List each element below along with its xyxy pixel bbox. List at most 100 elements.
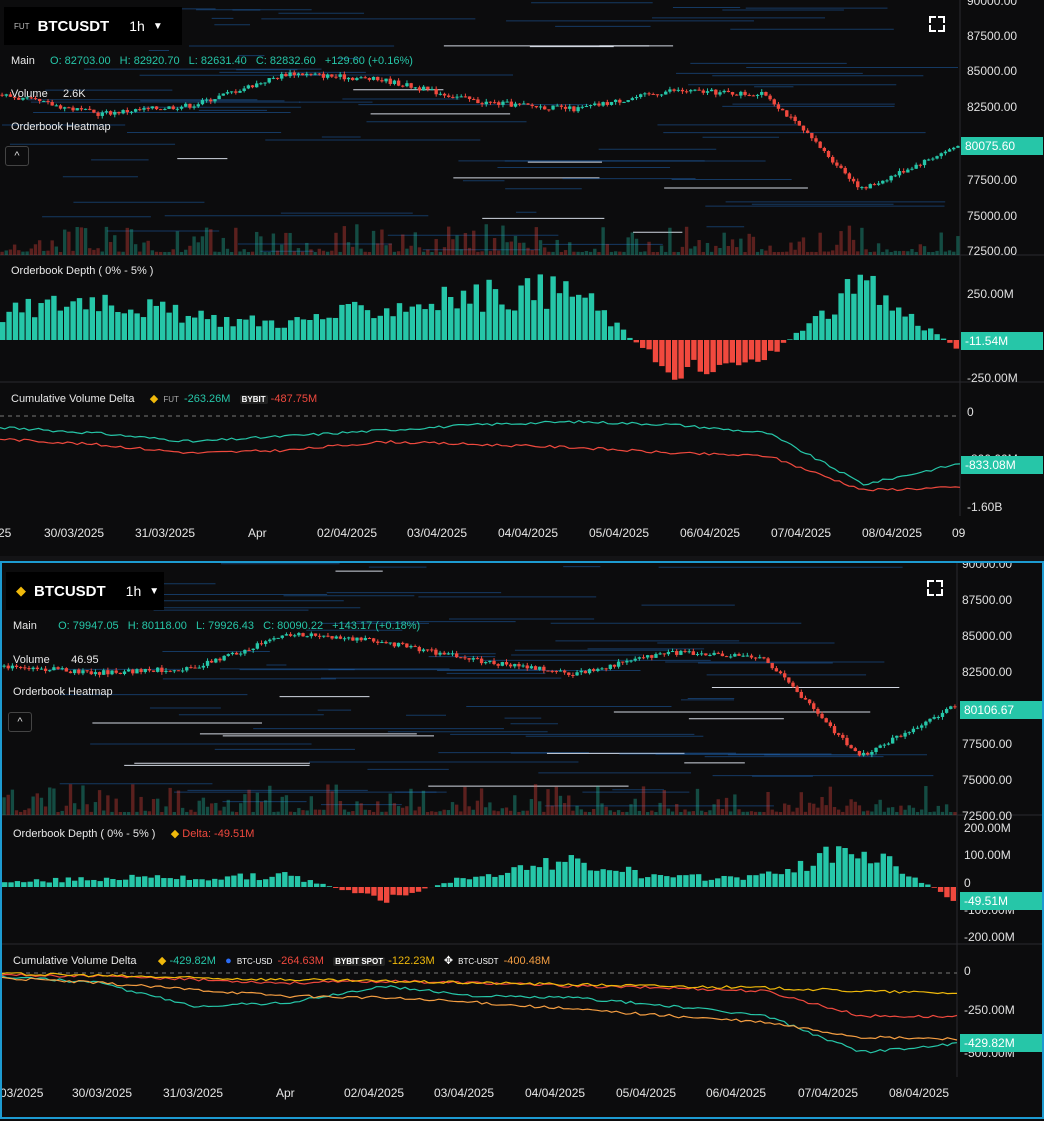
volume-bar [579, 809, 583, 815]
candle-body [33, 98, 38, 100]
candle-body [284, 73, 288, 77]
volume-bar [455, 235, 459, 255]
volume-bar [745, 811, 749, 815]
depth-bar [256, 326, 262, 340]
candle-body [907, 732, 911, 734]
symbol-selector[interactable]: ◆ BTCUSDT 1h ▼ [6, 572, 164, 610]
candle-body [538, 666, 542, 670]
candle-body [347, 637, 351, 639]
volume-bar [928, 811, 932, 815]
depth-bar [409, 306, 415, 340]
volume-bar [380, 811, 384, 815]
volume-bar [467, 806, 471, 815]
depth-bar [147, 299, 153, 340]
symbol-selector[interactable]: FUT BTCUSDT 1h ▼ [4, 7, 182, 45]
candle-body [305, 636, 309, 638]
close-value: C: 80090.22 [263, 620, 324, 632]
candle-body [438, 652, 442, 655]
volume-bar [451, 239, 455, 255]
volume-bar [637, 810, 642, 815]
depth-bar [25, 298, 31, 340]
volume-bar [309, 796, 314, 815]
depth-bar [307, 880, 313, 887]
volume-bar [92, 249, 96, 255]
volume-bar [935, 250, 939, 255]
candle-body [300, 73, 305, 76]
volume-bar [164, 806, 168, 815]
depth-bar [761, 340, 767, 361]
volume-bar [122, 811, 127, 815]
candle-body [309, 73, 313, 75]
volume-bar [621, 811, 625, 815]
price-axis-label: 77500.00 [967, 173, 1018, 187]
candle-body [10, 665, 15, 669]
depth-bar [339, 887, 345, 891]
heatmap-label: Orderbook Heatmap [13, 686, 113, 698]
volume-bar [814, 251, 818, 255]
date-label: 03/04/2025 [407, 526, 468, 540]
volume-bar [313, 809, 318, 815]
candle-body [242, 88, 246, 92]
candle-body [309, 633, 314, 637]
candle-body [689, 90, 693, 92]
depth-bar [415, 887, 422, 892]
depth-bar [313, 883, 320, 887]
candle-body [918, 164, 923, 166]
depth-bar [619, 871, 625, 887]
candle-body [521, 665, 525, 667]
candle-body [645, 655, 650, 658]
fullscreen-icon[interactable] [929, 16, 945, 32]
candle-body [442, 93, 447, 96]
candle-body [722, 90, 726, 93]
depth-bar [217, 326, 223, 340]
volume-bar [129, 229, 134, 255]
collapse-button[interactable]: ^ [8, 712, 32, 732]
candle-body [272, 638, 276, 640]
depth-bar [601, 310, 607, 340]
collapse-button[interactable]: ^ [5, 146, 29, 166]
candle-body [25, 97, 29, 99]
fullscreen-icon[interactable] [927, 580, 943, 596]
volume-bar [334, 784, 338, 815]
candle-body [251, 648, 255, 651]
volume-bar [467, 247, 472, 255]
depth-bar [102, 294, 108, 340]
volume-bar [48, 787, 52, 815]
candle-body [576, 107, 580, 112]
volume-bar [167, 251, 171, 255]
price-axis-label: 87500.00 [962, 593, 1013, 607]
chevron-down-icon[interactable]: ▼ [149, 585, 160, 597]
volume-bar [789, 242, 793, 255]
candle-body [52, 667, 56, 671]
candle-body [789, 116, 793, 118]
candle-body [83, 108, 88, 110]
depth-bar [89, 297, 95, 340]
candle-body [639, 94, 643, 98]
candle-body [401, 85, 405, 87]
volume-bar [626, 237, 630, 255]
depth-bar [243, 879, 250, 887]
depth-bar [915, 325, 921, 340]
timeframe-selector[interactable]: 1h [129, 18, 145, 34]
candle-body [947, 149, 952, 152]
depth-bar [198, 310, 204, 340]
depth-bar [704, 340, 710, 375]
volume-bar [104, 226, 109, 255]
timeframe-selector[interactable]: 1h [125, 583, 142, 599]
volume-bar [835, 244, 839, 255]
volume-bar [843, 251, 847, 255]
candle-body [434, 649, 438, 655]
volume-bar [654, 811, 658, 815]
candle-body [931, 158, 935, 160]
candle-body [455, 96, 459, 98]
volume-bar [434, 239, 438, 255]
volume-bar [229, 251, 234, 255]
depth-bar [199, 879, 205, 887]
candle-body [113, 111, 117, 115]
volume-bar [730, 239, 735, 255]
depth-bar [780, 340, 787, 343]
depth-bar [844, 279, 851, 340]
chevron-down-icon[interactable]: ▼ [152, 20, 163, 32]
date-label: 25 [0, 526, 12, 540]
depth-bar [70, 301, 76, 340]
